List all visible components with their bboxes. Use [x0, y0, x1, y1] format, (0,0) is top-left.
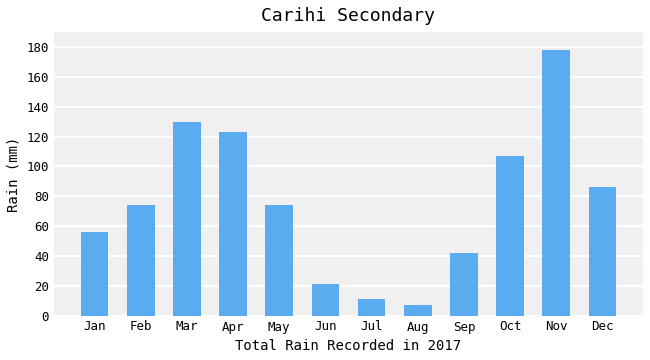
Bar — [311, 284, 339, 316]
Bar — [542, 50, 570, 316]
Title: Carihi Secondary: Carihi Secondary — [261, 7, 436, 25]
Bar — [404, 305, 432, 316]
Bar — [588, 187, 616, 316]
Y-axis label: Rain (mm): Rain (mm) — [7, 136, 21, 212]
Bar — [450, 253, 478, 316]
Bar — [265, 205, 293, 316]
Bar — [219, 132, 247, 316]
Bar — [173, 122, 201, 316]
Bar — [81, 232, 109, 316]
Bar — [496, 156, 524, 316]
X-axis label: Total Rain Recorded in 2017: Total Rain Recorded in 2017 — [235, 339, 462, 353]
Bar — [358, 299, 385, 316]
Bar — [127, 205, 155, 316]
